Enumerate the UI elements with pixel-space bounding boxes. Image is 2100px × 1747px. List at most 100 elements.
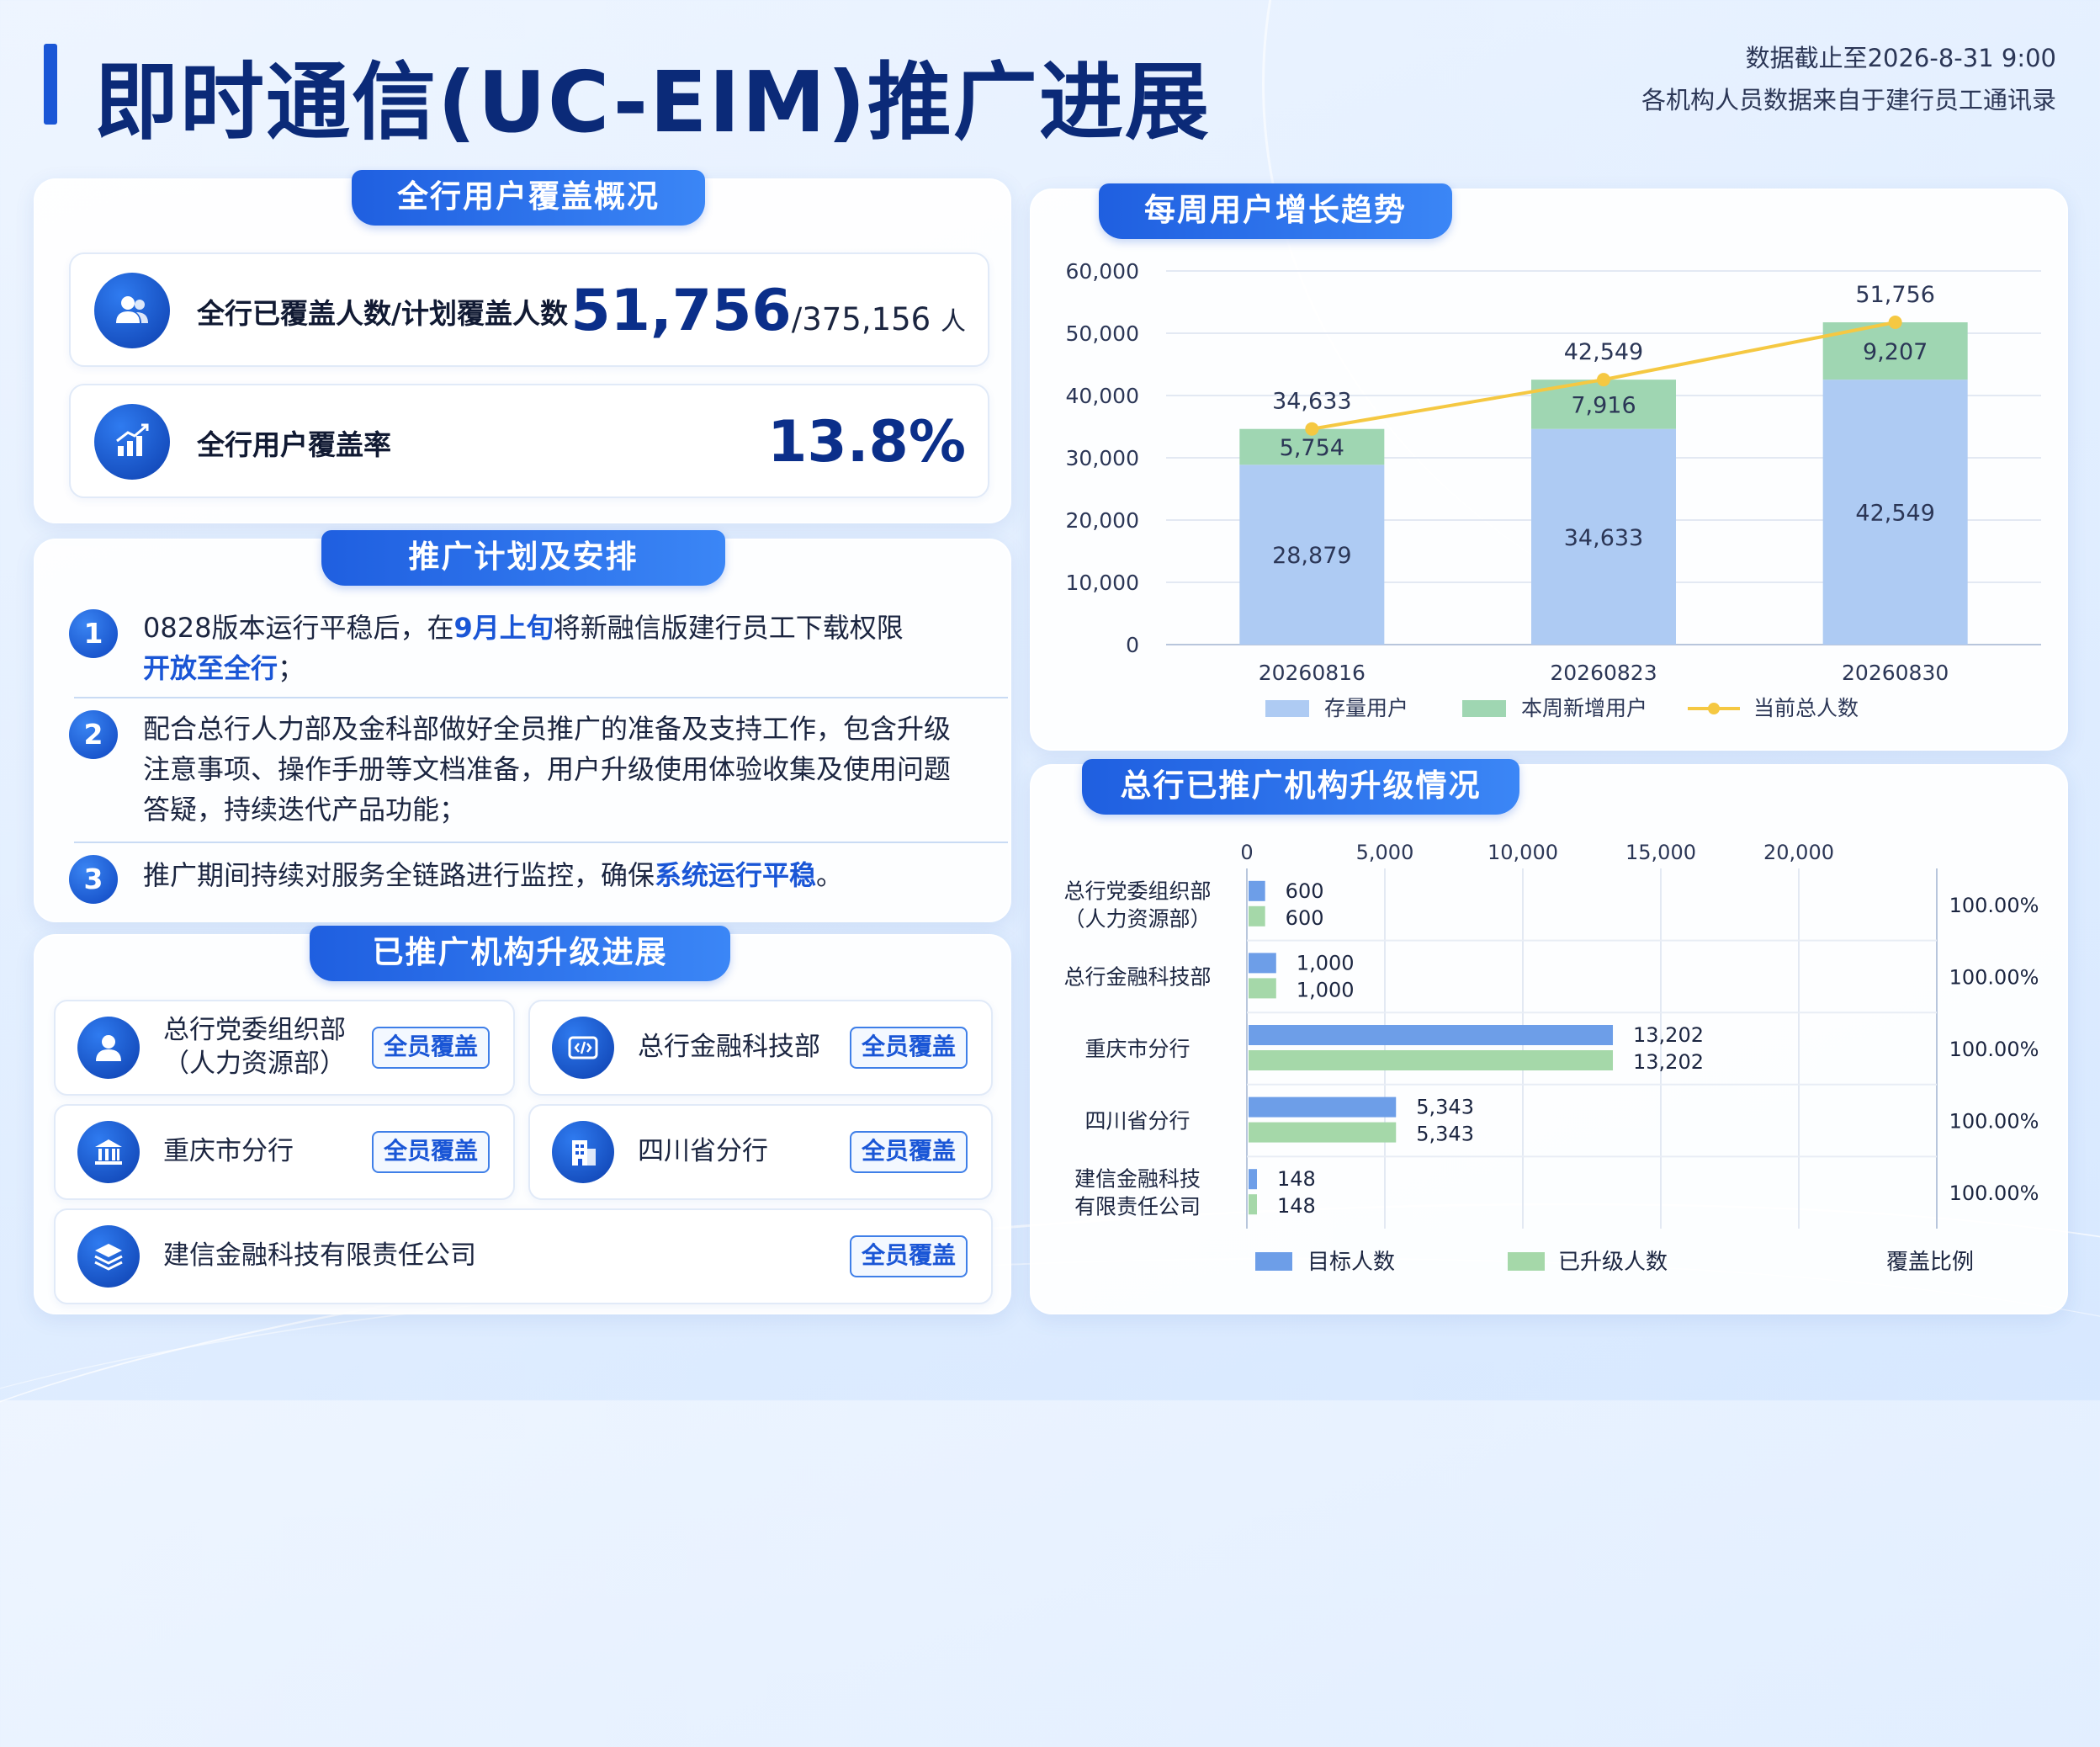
org-name: 总行党委组织部 （人力资源部） — [163, 1013, 346, 1081]
code-icon — [552, 1017, 614, 1079]
stock-user-bar — [1531, 428, 1676, 645]
orgs-panel: 已推广机构升级进展 总行党委组织部 （人力资源部） 全员覆盖 总行金融科技部 全员… — [34, 926, 1011, 1314]
org-card-chongqing: 重庆市分行 全员覆盖 — [54, 1104, 515, 1200]
step-number-3: 3 — [69, 855, 118, 904]
target-value-label: 13,202 — [1633, 1023, 1704, 1047]
full-coverage-badge: 全员覆盖 — [371, 1027, 490, 1069]
legend-label-total: 当前总人数 — [1753, 696, 1859, 720]
org-name: 重庆市分行 — [163, 1136, 294, 1166]
org-name: 建信金融科技有限责任公司 — [163, 1240, 476, 1271]
covered-count: 51,756 — [570, 278, 792, 344]
coverage-rate-label: 全行用户覆盖率 — [197, 428, 391, 461]
covered-users-value: 51,756/375,156 人 — [570, 278, 966, 344]
upgraded-value-label: 1,000 — [1297, 978, 1355, 1001]
header-meta: 数据截止至2026-8-31 9:00 各机构人员数据来自于建行员工通讯录 — [1641, 37, 2056, 121]
coverage-panel: 全行用户覆盖概况 全行已覆盖人数/计划覆盖人数 51,756/375,156 人… — [34, 170, 1011, 523]
users-icon — [94, 273, 170, 348]
y-tick-label: 30,000 — [1066, 446, 1139, 470]
x-tick-label: 10,000 — [1488, 841, 1558, 864]
covered-users-card: 全行已覆盖人数/计划覆盖人数 51,756/375,156 人 — [69, 252, 989, 367]
y-tick-label: 0 — [1126, 633, 1139, 657]
legend-label-ratio: 覆盖比例 — [1886, 1250, 1974, 1275]
total-value-label: 34,633 — [1272, 389, 1351, 415]
plan-1-highlight: 9月上旬 — [453, 612, 554, 644]
weekly-growth-chart: 60,000 50,000 40,000 30,000 20,000 10,000 0 28,… — [1066, 259, 2041, 720]
target-count-bar — [1249, 953, 1276, 974]
target-value-label: 148 — [1277, 1167, 1316, 1191]
coverage-ratio-label: 100.00% — [1949, 1181, 2039, 1205]
legend-label-stock: 存量用户 — [1324, 696, 1408, 720]
y-tick-label: 10,000 — [1066, 571, 1139, 595]
plan-item-1-text: 0828版本运行平稳后，在9月上旬将新融信版建行员工下载权限 开放至全行； — [143, 608, 984, 688]
layers-icon — [77, 1225, 140, 1288]
coverage-ratio-label: 100.00% — [1949, 965, 2039, 989]
y-tick-label: 50,000 — [1066, 321, 1139, 346]
org-name: 总行金融科技部 — [638, 1032, 820, 1062]
x-tick-label: 20,000 — [1763, 841, 1834, 864]
category-label: 建信金融科技 — [1074, 1167, 1201, 1192]
upgrade-panel: 总行已推广机构升级情况 0 5,000 10,000 15,000 20,000 总行党委… — [1030, 759, 2068, 1314]
upgraded-count-bar — [1249, 978, 1276, 999]
full-coverage-badge: 全员覆盖 — [849, 1027, 968, 1069]
org-name-line2: （人力资源部） — [163, 1049, 346, 1079]
total-users-point — [1305, 422, 1319, 436]
bank-icon — [77, 1121, 140, 1183]
plan-1-pre: 0828版本运行平稳后，在 — [143, 612, 454, 644]
target-count-bar — [1249, 1025, 1614, 1045]
new-value-label: 9,207 — [1863, 339, 1928, 365]
weekly-growth-panel: 每周用户增长趋势 60,000 50,000 40,000 30,000 20,000 1… — [1030, 183, 2068, 751]
x-tick-label: 20260823 — [1550, 661, 1657, 685]
org-card-fintech-dept: 总行金融科技部 全员覆盖 — [528, 1000, 993, 1096]
step-number-2: 2 — [69, 710, 118, 759]
data-source-text: 各机构人员数据来自于建行员工通讯录 — [1641, 86, 2056, 114]
legend-label-upgraded: 已升级人数 — [1558, 1250, 1668, 1275]
planned-count: 375,156 — [802, 301, 931, 337]
stock-user-bar — [1822, 380, 1968, 645]
org-card-ccb-fintech: 建信金融科技有限责任公司 全员覆盖 — [54, 1208, 993, 1304]
x-tick-label: 20260816 — [1259, 661, 1366, 685]
target-value-label: 1,000 — [1297, 951, 1355, 974]
upgraded-value-label: 13,202 — [1633, 1050, 1704, 1074]
org-name-line1: 总行党委组织部 — [163, 1015, 346, 1045]
legend-swatch-new — [1462, 700, 1506, 717]
x-tick-label: 20260830 — [1842, 661, 1949, 685]
target-count-bar — [1249, 880, 1265, 901]
stock-user-bar — [1239, 465, 1385, 645]
orgs-tab: 已推广机构升级进展 — [310, 926, 730, 981]
weekly-growth-tab: 每周用户增长趋势 — [1099, 183, 1452, 239]
org-upgrade-chart: 0 5,000 10,000 15,000 20,000 总行党委组织部 （人力资源部） 60… — [1063, 841, 2039, 1275]
total-users-point — [1888, 316, 1902, 330]
target-value-label: 5,343 — [1416, 1096, 1474, 1119]
org-card-sichuan: 四川省分行 全员覆盖 — [528, 1104, 993, 1200]
step-number-1: 1 — [69, 609, 118, 658]
bar-growth-icon — [94, 404, 170, 480]
total-value-label: 42,549 — [1564, 339, 1643, 365]
category-label: （人力资源部） — [1063, 906, 1211, 931]
coverage-ratio-label: 100.00% — [1949, 894, 2039, 917]
full-coverage-badge: 全员覆盖 — [849, 1235, 968, 1277]
category-label: 总行金融科技部 — [1063, 964, 1211, 989]
upgraded-count-bar — [1249, 1050, 1614, 1070]
legend-swatch-target — [1255, 1252, 1292, 1271]
new-value-label: 7,916 — [1571, 392, 1636, 418]
covered-users-label: 全行已覆盖人数/计划覆盖人数 — [197, 297, 569, 330]
building-icon — [552, 1121, 614, 1183]
coverage-ratio-label: 100.00% — [1949, 1038, 2039, 1061]
upgrade-tab: 总行已推广机构升级情况 — [1082, 759, 1519, 815]
upgraded-count-bar — [1249, 905, 1265, 927]
upgraded-count-bar — [1249, 1194, 1257, 1215]
legend-swatch-upgraded — [1508, 1252, 1545, 1271]
coverage-rate-value: 13.8% — [767, 409, 966, 475]
legend-point-total — [1708, 703, 1720, 714]
new-value-label: 5,754 — [1280, 435, 1344, 461]
x-tick-label: 15,000 — [1625, 841, 1696, 864]
plan-tab: 推广计划及安排 — [321, 530, 725, 586]
legend-label-target: 目标人数 — [1307, 1250, 1395, 1275]
plan-item-3-text: 推广期间持续对服务全链路进行监控，确保系统运行平稳。 — [143, 855, 984, 895]
target-count-bar — [1249, 1097, 1397, 1118]
total-users-point — [1597, 373, 1610, 387]
y-tick-label: 40,000 — [1066, 384, 1139, 408]
target-count-bar — [1249, 1169, 1257, 1190]
user-icon — [77, 1017, 140, 1079]
plan-3-highlight: 系统运行平稳 — [655, 859, 817, 891]
